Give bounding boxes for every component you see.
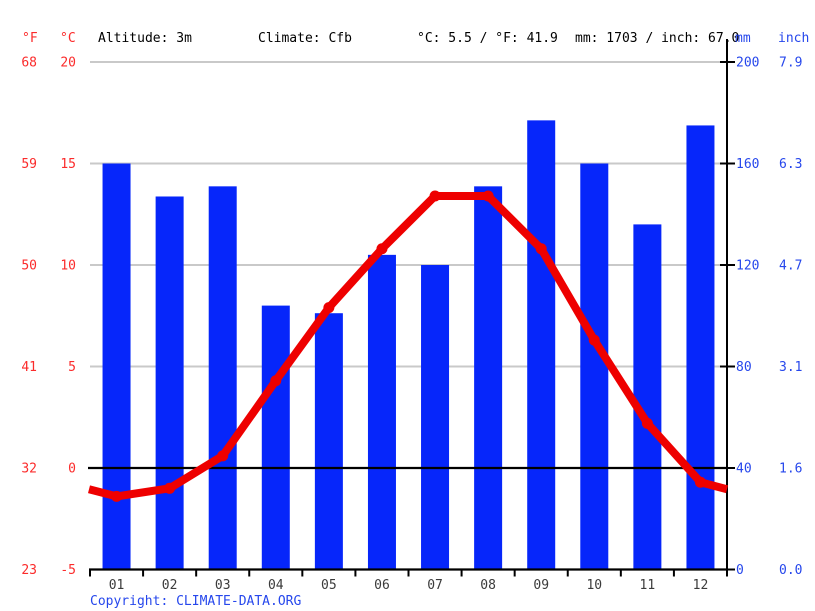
climate-classification-label: Climate: Cfb: [258, 31, 352, 46]
inch-tick-label: 3.1: [779, 360, 802, 375]
celsius-tick-label: 20: [60, 56, 76, 71]
mm-tick-label: 120: [736, 259, 759, 274]
precip-bar: [102, 163, 131, 570]
mm-tick-label: 80: [736, 360, 752, 375]
temperature-point: [376, 243, 388, 255]
precip-bar: [686, 125, 715, 570]
inch-tick-label: 7.9: [779, 56, 802, 71]
temperature-point: [535, 243, 547, 255]
temperature-point: [111, 490, 123, 502]
fahrenheit-tick-label: 59: [21, 157, 37, 172]
mm-tick-label: 160: [736, 157, 759, 172]
precip-bar: [580, 163, 609, 570]
temperature-point: [694, 476, 706, 488]
temperature-point: [429, 190, 441, 202]
temperature-point: [270, 375, 282, 387]
inch-tick-label: 4.7: [779, 259, 802, 274]
temperature-point: [482, 190, 494, 202]
temperature-point: [323, 302, 335, 314]
mm-tick-label: 0: [736, 563, 744, 578]
fahrenheit-tick-label: 68: [21, 56, 37, 71]
month-label: 11: [640, 578, 656, 593]
temperature-point: [164, 482, 176, 494]
temperature-line: [88, 192, 729, 501]
celsius-tick-label: 5: [68, 360, 76, 375]
copyright-prefix: Copyright:: [90, 594, 177, 609]
month-label: 07: [427, 578, 443, 593]
altitude-label: Altitude: 3m: [98, 31, 192, 46]
month-label: 01: [109, 578, 125, 593]
inch-unit-label: inch: [778, 31, 810, 46]
precip-bar: [155, 196, 184, 570]
celsius-tick-label: 15: [60, 157, 76, 172]
month-label: 09: [533, 578, 549, 593]
celsius-unit-label: °C: [60, 31, 76, 46]
fahrenheit-tick-label: 50: [21, 259, 37, 274]
precip-bar: [208, 186, 237, 570]
celsius-tick-label: -5: [60, 563, 76, 578]
precip-bar: [421, 265, 450, 570]
annual-precipitation-summary: mm: 1703 / inch: 67.0: [575, 31, 740, 46]
celsius-tick-label: 0: [68, 462, 76, 477]
precip-bar: [527, 120, 556, 570]
month-label: 10: [586, 578, 602, 593]
mm-tick-label: 40: [736, 462, 752, 477]
mm-unit-label: mm: [735, 31, 751, 46]
month-label: 03: [215, 578, 231, 593]
mm-tick-label: 200: [736, 56, 759, 71]
inch-tick-label: 6.3: [779, 157, 802, 172]
precip-bar: [474, 186, 503, 570]
precip-bar: [261, 305, 290, 570]
precip-bar: [633, 224, 662, 570]
fahrenheit-tick-label: 23: [21, 563, 37, 578]
mean-temperature-summary: °C: 5.5 / °F: 41.9: [417, 31, 558, 46]
fahrenheit-tick-label: 32: [21, 462, 37, 477]
month-label: 12: [693, 578, 709, 593]
temperature-point: [217, 450, 229, 462]
inch-tick-label: 0.0: [779, 563, 802, 578]
copyright-site-link[interactable]: CLIMATE-DATA.ORG: [176, 594, 302, 609]
celsius-tick-label: 10: [60, 259, 76, 274]
temperature-point: [641, 417, 653, 429]
precip-bar: [367, 254, 396, 570]
temperature-point: [588, 334, 600, 346]
precip-bar: [314, 313, 343, 570]
month-label: 05: [321, 578, 337, 593]
month-label: 06: [374, 578, 390, 593]
inch-tick-label: 1.6: [779, 462, 802, 477]
fahrenheit-unit-label: °F: [22, 31, 38, 46]
month-label: 04: [268, 578, 284, 593]
month-label: 02: [162, 578, 178, 593]
copyright-line: Copyright: CLIMATE-DATA.ORG: [90, 594, 301, 609]
month-label: 08: [480, 578, 496, 593]
fahrenheit-tick-label: 41: [21, 360, 37, 375]
